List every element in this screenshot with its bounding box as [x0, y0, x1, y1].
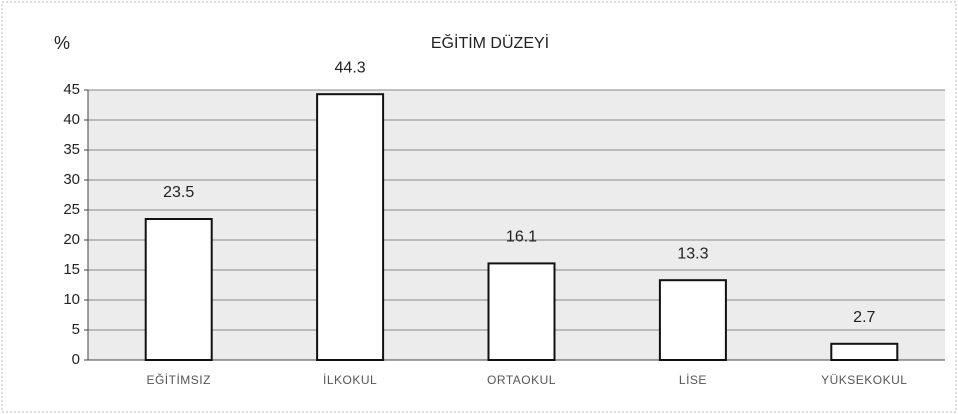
x-tick-label: YÜKSEKOKUL [821, 373, 907, 387]
x-tick-label: EĞİTİMSIZ [146, 372, 211, 387]
y-tick-label: 45 [63, 81, 80, 98]
bar [658, 279, 727, 362]
x-tick-label: İLKOKUL [323, 373, 377, 387]
y-tick-label: 40 [63, 111, 80, 128]
data-label: 2.7 [853, 309, 875, 326]
bar [144, 218, 213, 361]
bar [830, 342, 899, 361]
data-label: 44.3 [335, 59, 366, 76]
data-label: 23.5 [163, 184, 194, 201]
y-tick-label: 10 [63, 291, 80, 308]
y-tick-label: 0 [72, 351, 80, 368]
y-tick-label: 35 [63, 141, 80, 158]
bar [316, 93, 385, 361]
y-tick-label: 5 [72, 321, 80, 338]
y-tick-label: 15 [63, 261, 80, 278]
x-tick-label: ORTAOKUL [487, 373, 556, 387]
y-tick-label: 20 [63, 231, 80, 248]
x-tick-label: LİSE [679, 373, 707, 387]
y-axis-label: % [54, 33, 70, 53]
chart-title: EĞİTİM DÜZEYİ [431, 33, 549, 52]
y-tick-label: 25 [63, 201, 80, 218]
data-label: 16.1 [506, 229, 537, 246]
data-label: 13.3 [677, 245, 708, 262]
y-tick-label: 30 [63, 171, 80, 188]
bar [487, 262, 556, 361]
